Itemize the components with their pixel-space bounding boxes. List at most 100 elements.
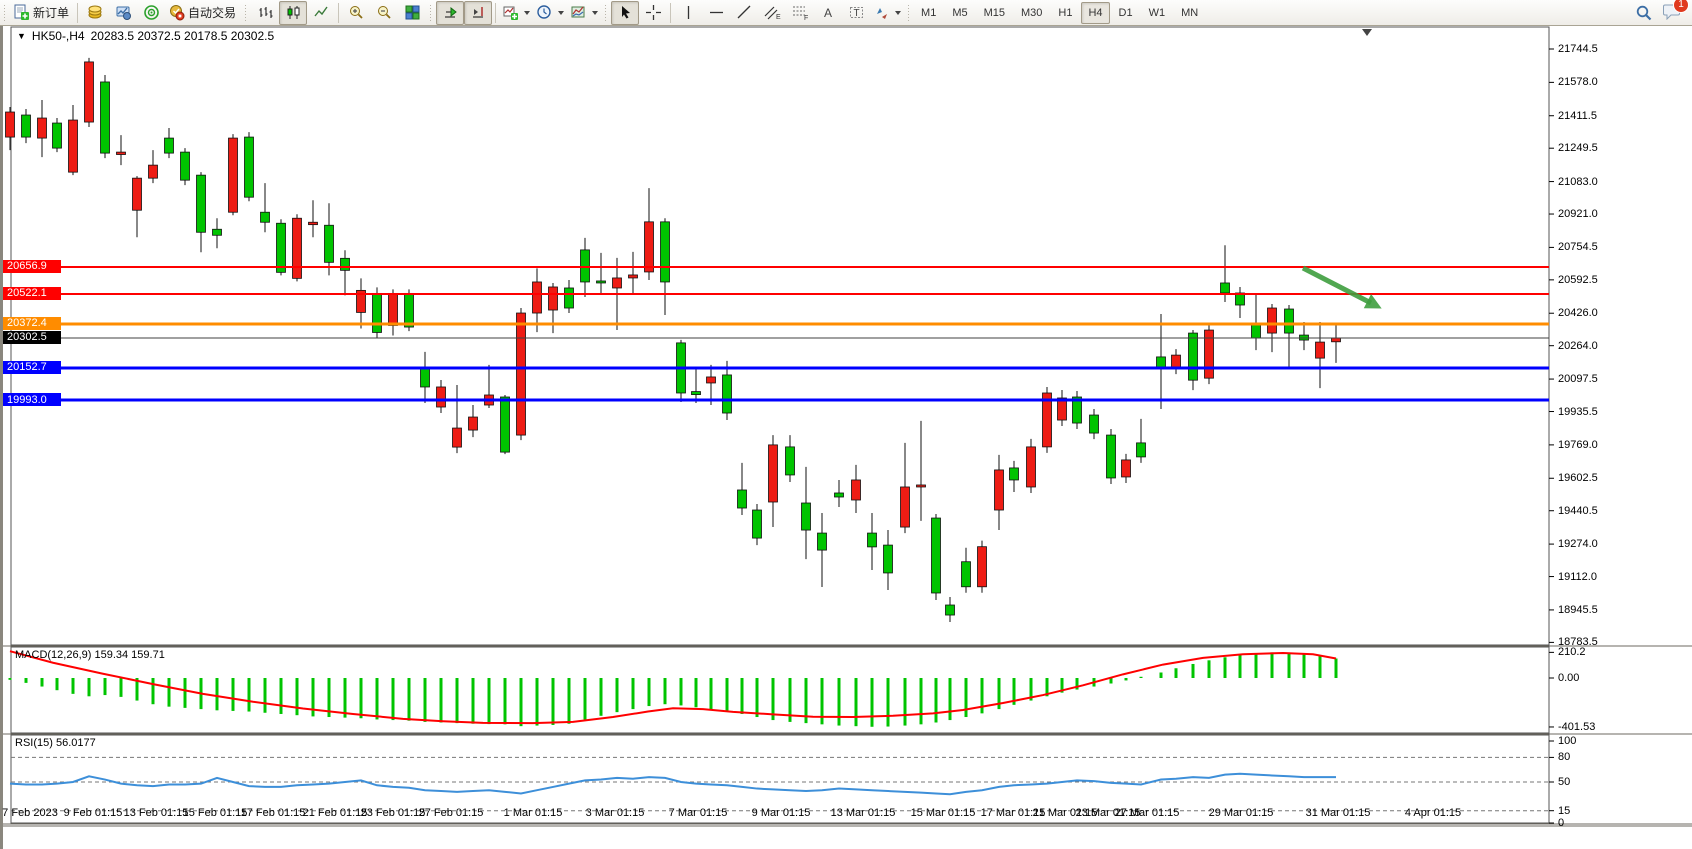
candle [1106, 429, 1116, 484]
candle [308, 200, 318, 238]
candle [706, 364, 716, 406]
auto-scroll-icon [444, 6, 457, 18]
candle [977, 540, 987, 593]
candle [752, 504, 762, 546]
timeframe-mn[interactable]: MN [1181, 6, 1199, 19]
candle [644, 188, 654, 280]
zoom-out-button[interactable] [370, 1, 398, 25]
timeframe-d1[interactable]: D1 [1118, 6, 1133, 19]
candle [1009, 460, 1019, 492]
zoom-in-button[interactable] [342, 1, 370, 25]
candle [900, 442, 910, 534]
indicators-button[interactable] [499, 1, 533, 25]
candle [1072, 390, 1082, 430]
chart-ohlc-values: 20283.5 20372.5 20178.5 20302.5 [90, 29, 275, 43]
tile-windows-icon [405, 5, 420, 20]
timeframe-w1[interactable]: W1 [1148, 6, 1166, 19]
profile-button[interactable] [109, 1, 137, 25]
chart-shift-button[interactable] [464, 0, 493, 25]
candle [596, 252, 606, 293]
templates-button[interactable] [567, 1, 601, 25]
svg-text:A: A [824, 6, 832, 20]
svg-text:T: T [853, 8, 859, 19]
candle [722, 360, 732, 421]
trendline-button[interactable] [730, 1, 758, 25]
new-order-button[interactable]: 新订单 [10, 1, 74, 25]
chart-title: ▼ HK50-,H4 20283.5 20372.5 20178.5 20302… [17, 29, 274, 43]
toolbar-separator [670, 2, 672, 23]
chevron-down-icon[interactable]: ▼ [17, 31, 26, 41]
chart-symbol-period: HK50-,H4 [31, 29, 85, 43]
timeframe-h1[interactable]: H1 [1058, 6, 1073, 19]
toolbar-grip[interactable] [244, 3, 249, 22]
candle [628, 251, 638, 293]
candle [500, 394, 510, 455]
timeframe-m30[interactable]: M30 [1021, 6, 1043, 19]
toolbar-grip[interactable] [907, 3, 912, 22]
timeframe-group: M1 M5 M15 M30 H1 H4 D1 W1 MN [914, 1, 1205, 24]
auto-trading-icon [170, 5, 185, 21]
search-icon[interactable] [1635, 4, 1653, 22]
toolbar-grip[interactable] [429, 3, 434, 22]
profile-icon [116, 6, 131, 20]
signal-icon [143, 5, 159, 20]
arrows-button[interactable] [870, 1, 904, 25]
signal-button[interactable] [137, 1, 165, 25]
candle [1188, 330, 1198, 391]
timeframe-h4[interactable]: H4 [1081, 1, 1110, 24]
line-chart-button[interactable] [307, 1, 335, 25]
toolbar-separator [495, 2, 497, 23]
main-panel [10, 26, 1550, 646]
bar-chart-button[interactable] [251, 1, 279, 25]
candle [324, 203, 334, 276]
horizontal-line-button[interactable] [702, 1, 730, 25]
templates-caret-icon [592, 10, 599, 15]
vertical-line-button[interactable] [674, 1, 702, 25]
candle [1089, 409, 1099, 440]
fibonacci-button[interactable]: F [786, 1, 814, 25]
text-label-button[interactable]: T [842, 1, 870, 25]
chart-shift-marker [1362, 29, 1372, 36]
new-order-icon [14, 4, 29, 20]
candle [1026, 438, 1036, 493]
cursor-button[interactable] [611, 0, 640, 25]
market-watch-button[interactable] [81, 1, 109, 25]
crosshair-button[interactable] [639, 1, 667, 25]
chart-shift-icon [472, 7, 483, 18]
chart-canvas[interactable] [3, 26, 1692, 849]
fibonacci-icon: F [792, 6, 808, 21]
toolbar-grip[interactable] [3, 3, 7, 22]
trend-arrow-head [1363, 294, 1382, 309]
cursor-icon [621, 6, 630, 19]
tile-windows-button[interactable] [398, 1, 426, 25]
zoom-in-icon [349, 6, 363, 19]
timeframe-m5[interactable]: M5 [952, 6, 968, 19]
auto-scroll-button[interactable] [436, 0, 465, 25]
vertical-line-icon [687, 6, 689, 19]
toolbar-right: 1 [1635, 0, 1689, 23]
chat-button[interactable]: 1 [1663, 0, 1689, 23]
candle [148, 150, 158, 184]
candle [1267, 304, 1277, 353]
candle [1284, 305, 1294, 367]
candle [1204, 324, 1214, 385]
candle [801, 466, 811, 560]
candle [292, 214, 302, 282]
toolbar-separator [77, 2, 79, 23]
text-button[interactable]: A [814, 1, 842, 25]
candlestick-chart-button[interactable] [279, 0, 308, 25]
new-order-label: 新订单 [33, 6, 70, 20]
auto-trading-label: 自动交易 [188, 6, 237, 20]
auto-trading-button[interactable]: 自动交易 [165, 1, 241, 25]
candle [931, 514, 941, 601]
timeframe-m15[interactable]: M15 [983, 6, 1005, 19]
timeframe-m1[interactable]: M1 [921, 6, 937, 19]
svg-text:E: E [776, 14, 781, 21]
toolbar-grip[interactable] [604, 3, 609, 22]
periods-button[interactable] [533, 1, 567, 25]
candle [1315, 322, 1325, 389]
clock-icon [537, 5, 551, 19]
periods-caret-icon [558, 10, 565, 15]
equidistant-channel-button[interactable]: E [758, 1, 786, 25]
candle [180, 148, 190, 186]
